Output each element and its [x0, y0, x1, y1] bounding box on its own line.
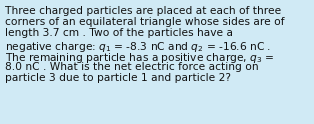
Text: particle 3 due to particle 1 and particle 2?: particle 3 due to particle 1 and particl… [5, 73, 231, 83]
Text: 8.0 nC . What is the net electric force acting on: 8.0 nC . What is the net electric force … [5, 62, 259, 72]
Text: negative charge: $q_1$ = -8.3 nC and $q_2$ = -16.6 nC .: negative charge: $q_1$ = -8.3 nC and $q_… [5, 40, 271, 54]
Text: Three charged particles are placed at each of three: Three charged particles are placed at ea… [5, 6, 281, 16]
Text: corners of an equilateral triangle whose sides are of: corners of an equilateral triangle whose… [5, 17, 284, 27]
Text: The remaining particle has a positive charge, $q_3$ =: The remaining particle has a positive ch… [5, 51, 274, 65]
Text: length 3.7 cm . Two of the particles have a: length 3.7 cm . Two of the particles hav… [5, 28, 233, 38]
